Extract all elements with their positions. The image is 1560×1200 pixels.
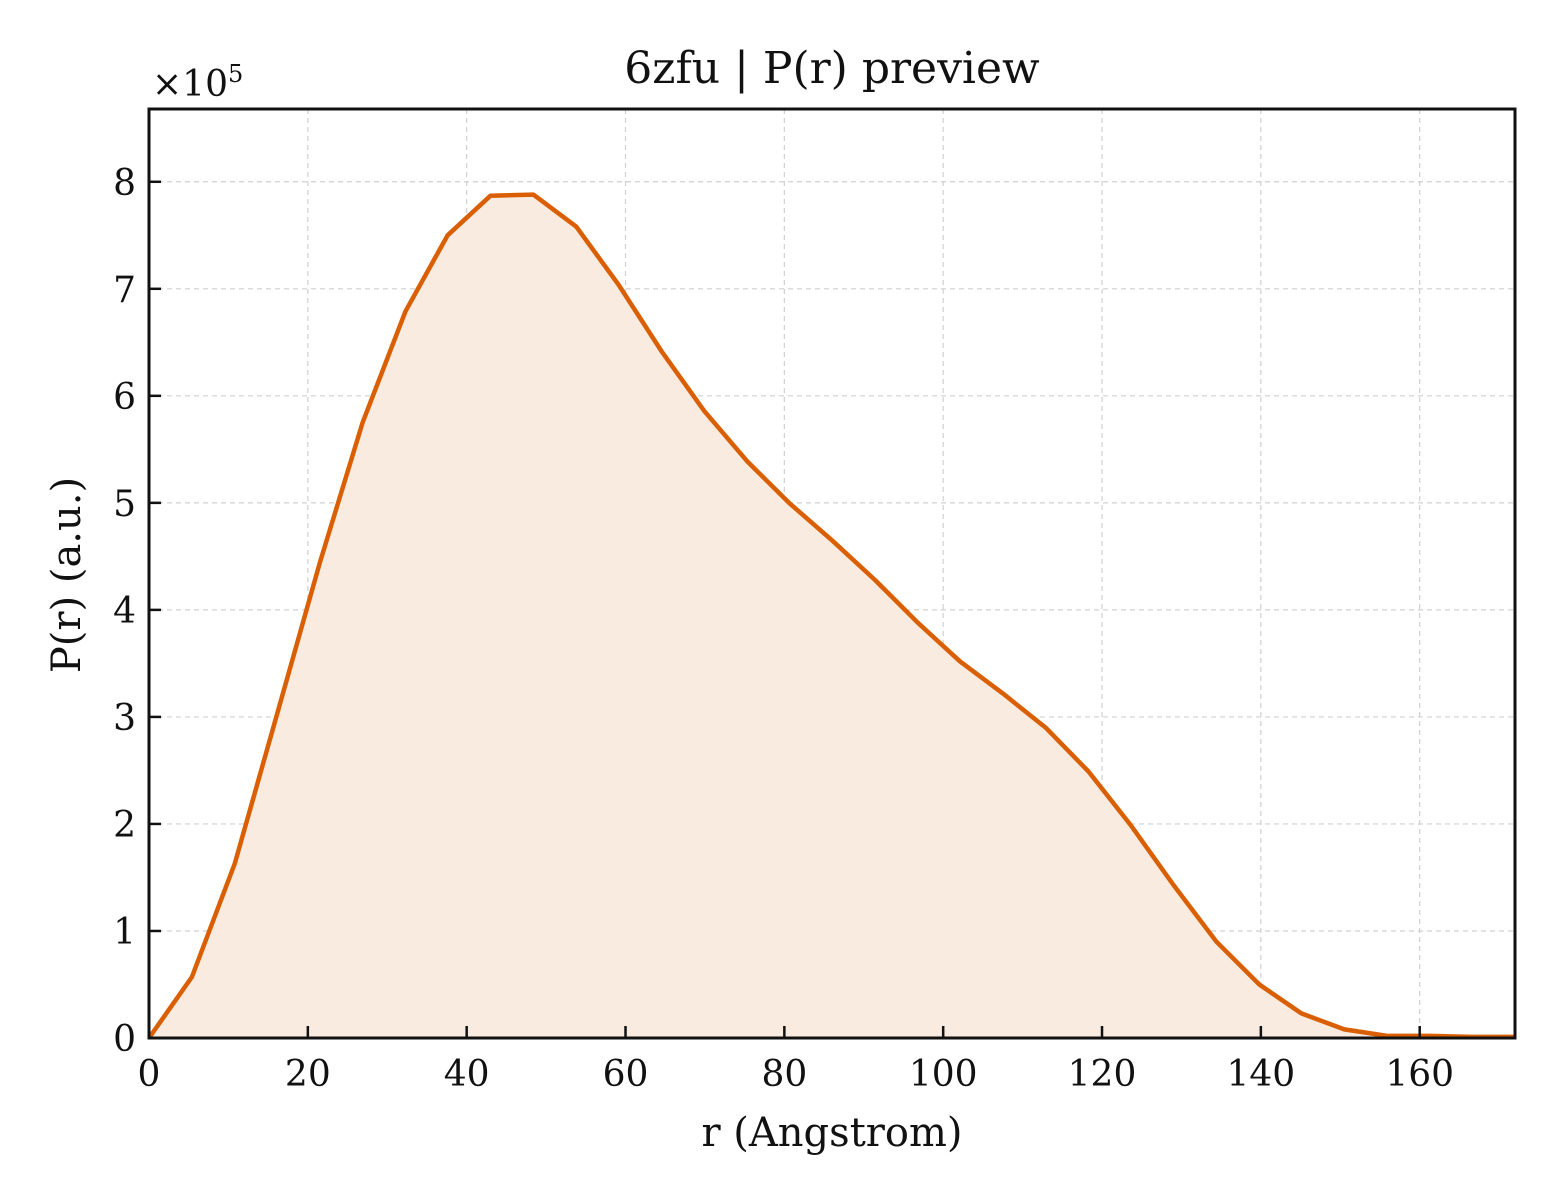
y-tick-label: 5 [113, 484, 136, 525]
x-tick-label: 140 [1227, 1054, 1296, 1095]
y-axis-multiplier: ×105 [152, 60, 243, 105]
y-tick-label: 0 [113, 1019, 136, 1060]
y-tick-label: 6 [113, 377, 136, 418]
y-tick-label: 3 [113, 698, 136, 739]
y-axis-multiplier-prefix: ×10 [152, 64, 228, 105]
y-tick-label: 4 [113, 591, 136, 632]
y-tick-label: 2 [113, 805, 136, 846]
x-tick-label: 0 [138, 1054, 161, 1095]
x-tick-label: 100 [909, 1054, 978, 1095]
plot-frame [147, 107, 1517, 1040]
ticks: 0 20 40 60 80 100 120 140 160 0 1 2 3 4 5 6 7 8 [113, 163, 1454, 1095]
series-area [149, 194, 1515, 1039]
y-axis-multiplier-exponent: 5 [228, 60, 243, 88]
x-axis-label: r (Angstrom) [701, 1110, 962, 1156]
chart-title: 6zfu | P(r) preview [624, 43, 1040, 94]
y-axis-label: P(r) (a.u.) [44, 477, 90, 673]
x-tick-label: 80 [761, 1054, 807, 1095]
x-tick-label: 160 [1385, 1054, 1454, 1095]
x-tick-label: 120 [1068, 1054, 1137, 1095]
y-tick-label: 8 [113, 163, 136, 204]
x-tick-label: 40 [444, 1054, 490, 1095]
x-tick-label: 60 [603, 1054, 649, 1095]
x-tick-label: 20 [285, 1054, 331, 1095]
y-tick-label: 7 [113, 270, 136, 311]
y-tick-label: 1 [113, 912, 136, 953]
series-line [147, 192, 1515, 1040]
